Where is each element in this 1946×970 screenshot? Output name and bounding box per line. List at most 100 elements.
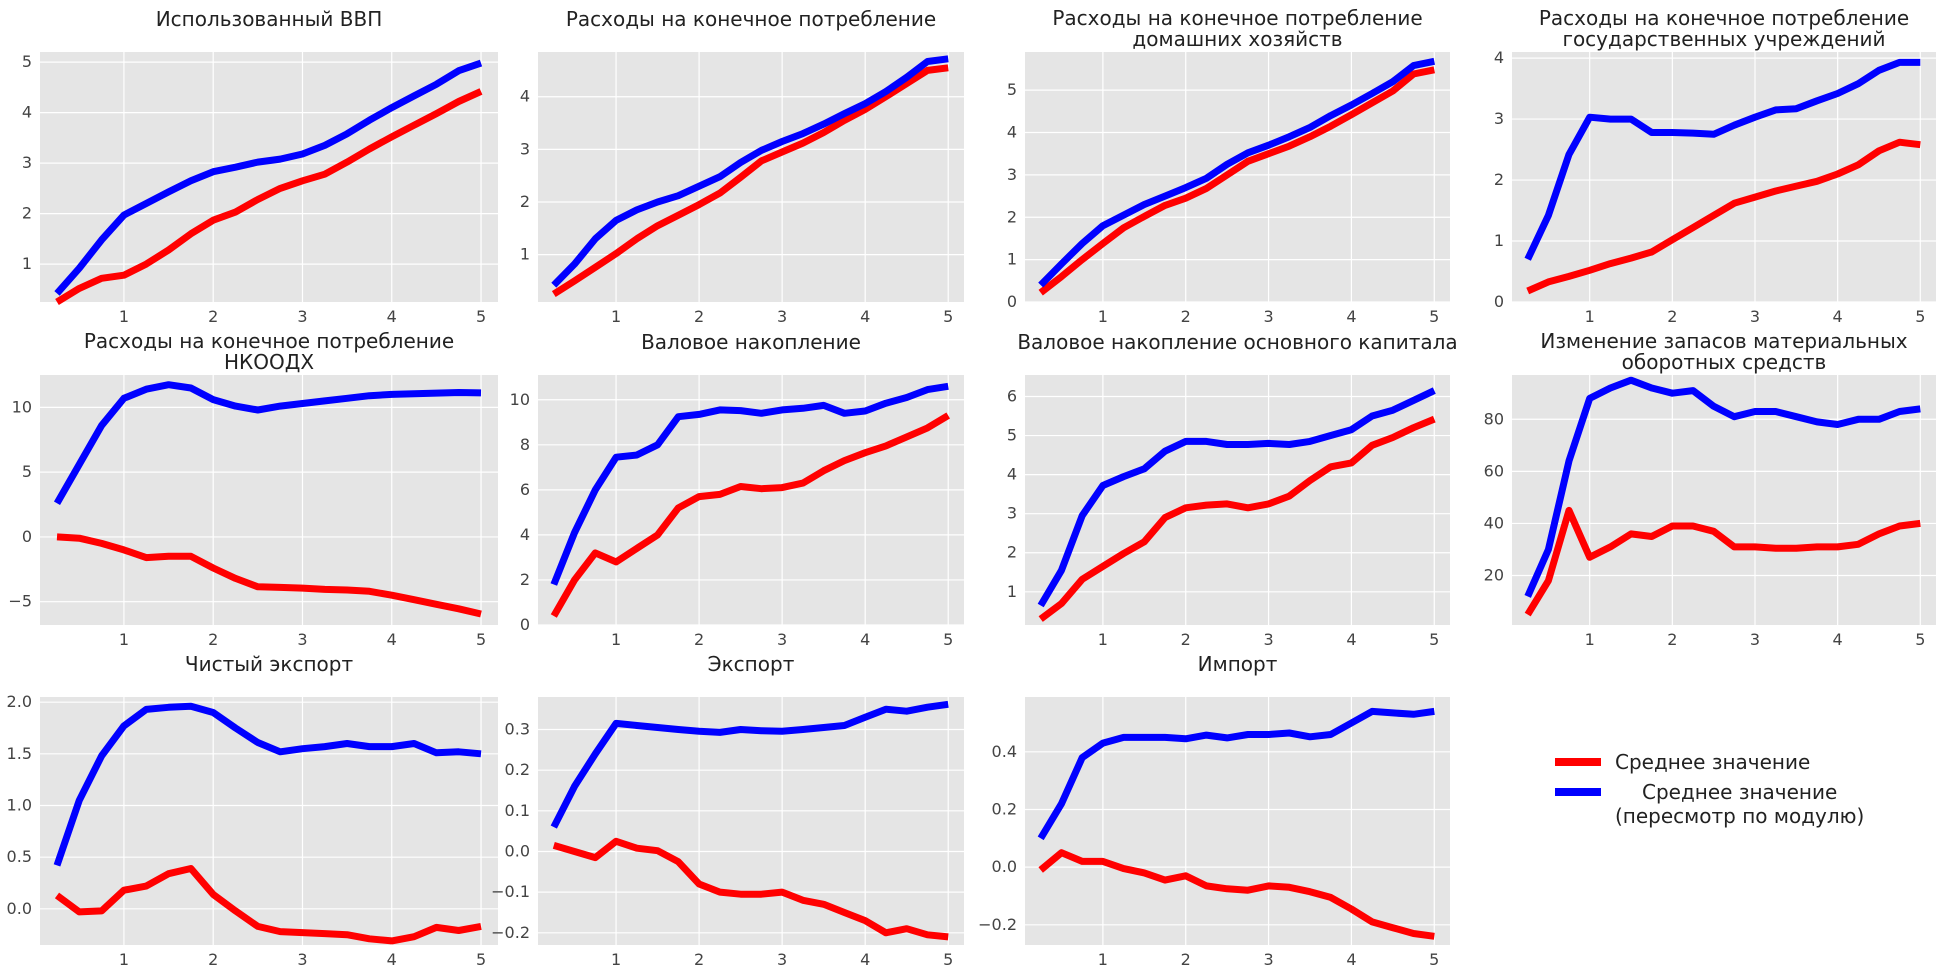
x-tick-label: 1 — [119, 630, 129, 649]
x-tick-label: 1 — [611, 307, 621, 326]
y-tick-label: 0.0 — [992, 857, 1017, 876]
chart-panel-5: 1 2 3 4 5 −5 0 5 10 Расходы на конечное потреблен… — [8, 329, 498, 649]
chart-panel-6: 1 2 3 4 5 0 2 4 6 8 10 Валовое накопление — [510, 330, 964, 649]
y-tick-label: 4 — [1494, 48, 1504, 67]
chart-title: Экспорт — [708, 652, 795, 676]
legend-item-blue: Среднее значение (пересмотр по модулю) — [1555, 780, 1864, 828]
chart-panel-4: 1 2 3 4 5 0 1 2 3 4 Расходы на конечное потреблени… — [1494, 6, 1936, 326]
x-tick-label: 4 — [387, 307, 397, 326]
x-tick-label: 3 — [1750, 307, 1760, 326]
y-tick-label: 60 — [1484, 461, 1504, 480]
x-tick-label: 5 — [1915, 630, 1925, 649]
x-tick-label: 1 — [1098, 307, 1108, 326]
y-tick-label: 3 — [1494, 109, 1504, 128]
y-tick-label: 5 — [1007, 80, 1017, 99]
y-tick-label: 0.2 — [992, 799, 1017, 818]
y-tick-label: −5 — [8, 592, 32, 611]
chart-title: Расходы на конечное потребление — [1052, 6, 1422, 30]
chart-title: Чистый экспорт — [185, 652, 354, 676]
chart-title: оборотных средств — [1622, 350, 1827, 374]
x-tick-label: 4 — [1346, 950, 1356, 969]
series-line-blue — [551, 55, 949, 288]
legend-item-red: Среднее значение — [1555, 750, 1810, 774]
x-tick-label: 1 — [611, 950, 621, 969]
legend-label-blue: Среднее значение (пересмотр по модулю) — [1615, 780, 1865, 828]
y-tick-label: 4 — [1007, 465, 1017, 484]
y-tick-label: −0.1 — [491, 882, 530, 901]
x-tick-label: 2 — [694, 630, 704, 649]
chart-panel-1: 1 2 3 4 5 1 2 3 4 5 Использованный ВВП — [22, 7, 498, 326]
y-tick-label: 0.0 — [505, 841, 530, 860]
series-line-red — [1038, 66, 1435, 296]
y-tick-label: 1 — [520, 245, 530, 264]
y-tick-label: 4 — [1007, 123, 1017, 142]
y-tick-label: 4 — [22, 103, 32, 122]
chart-panel-7: 1 2 3 4 5 1 2 3 4 5 6 Валовое накопление основного … — [1007, 330, 1458, 649]
x-tick-label: 1 — [1585, 630, 1595, 649]
y-tick-label: 0.0 — [7, 899, 32, 918]
y-tick-label: −0.2 — [978, 915, 1017, 934]
y-tick-label: 0 — [520, 615, 530, 634]
x-tick-label: 5 — [1915, 307, 1925, 326]
series-line-blue — [1038, 57, 1436, 288]
x-tick-label: 5 — [943, 307, 953, 326]
chart-panel-10: 1 2 3 4 5 −0.2 −0.1 0.0 0.1 0.2 0.3 Экспорт — [491, 652, 964, 969]
x-tick-label: 2 — [208, 950, 218, 969]
x-tick-label: 5 — [476, 307, 486, 326]
x-tick-label: 5 — [1429, 307, 1439, 326]
series-line-blue — [1524, 58, 1921, 261]
x-tick-label: 4 — [387, 950, 397, 969]
series-line-blue — [550, 700, 949, 829]
y-tick-label: 5 — [1007, 426, 1017, 445]
x-tick-label: 3 — [1263, 307, 1273, 326]
x-tick-label: 3 — [297, 630, 307, 649]
chart-title: Валовое накопление основного капитала — [1017, 330, 1457, 354]
x-tick-label: 2 — [1667, 307, 1677, 326]
series-line-red — [56, 533, 482, 618]
x-tick-label: 5 — [943, 950, 953, 969]
y-tick-label: 3 — [520, 139, 530, 158]
x-tick-label: 1 — [611, 630, 621, 649]
series-line-red — [550, 412, 950, 618]
x-tick-label: 1 — [1585, 307, 1595, 326]
x-tick-label: 4 — [860, 630, 870, 649]
x-tick-label: 4 — [1833, 307, 1843, 326]
x-tick-label: 2 — [208, 630, 218, 649]
y-tick-label: 1 — [1494, 231, 1504, 250]
series-line-red — [551, 64, 949, 298]
x-tick-label: 1 — [119, 950, 129, 969]
x-tick-label: 2 — [1667, 630, 1677, 649]
chart-title: Изменение запасов материальных — [1540, 329, 1907, 353]
x-tick-label: 3 — [777, 307, 787, 326]
chart-title: Использованный ВВП — [156, 7, 383, 31]
x-tick-label: 3 — [297, 307, 307, 326]
x-tick-label: 1 — [1098, 950, 1108, 969]
chart-panel-9: 1 2 3 4 5 0.0 0.5 1.0 1.5 2.0 Чистый экспорт — [7, 652, 498, 969]
series-line-red — [1038, 415, 1436, 622]
chart-title: Валовое накопление — [641, 330, 861, 354]
y-tick-label: 0 — [1494, 292, 1504, 311]
series-line-blue — [1524, 376, 1921, 598]
x-tick-label: 2 — [1181, 950, 1191, 969]
series-line-red — [1038, 849, 1435, 940]
x-tick-label: 5 — [943, 630, 953, 649]
x-tick-label: 1 — [119, 307, 129, 326]
y-tick-label: 8 — [520, 435, 530, 454]
y-tick-label: −0.2 — [491, 923, 530, 942]
y-tick-label: 1 — [1007, 250, 1017, 269]
x-tick-label: 4 — [860, 307, 870, 326]
y-tick-label: 0 — [1007, 292, 1017, 311]
x-tick-label: 2 — [1181, 307, 1191, 326]
y-tick-label: 3 — [1007, 504, 1017, 523]
y-tick-label: 20 — [1484, 566, 1504, 585]
chart-title: государственных учреждений — [1562, 27, 1885, 51]
y-tick-label: 0.3 — [505, 720, 530, 739]
x-tick-label: 5 — [1429, 950, 1439, 969]
y-tick-label: 6 — [1007, 386, 1017, 405]
y-tick-label: 10 — [510, 390, 530, 409]
y-tick-label: 1.0 — [7, 796, 32, 815]
chart-panel-2: 1 2 3 4 5 1 2 3 4 Расходы на конечное потребление — [520, 7, 964, 326]
series-line-blue — [53, 381, 482, 505]
chart-title: Расходы на конечное потребление — [1539, 6, 1909, 30]
